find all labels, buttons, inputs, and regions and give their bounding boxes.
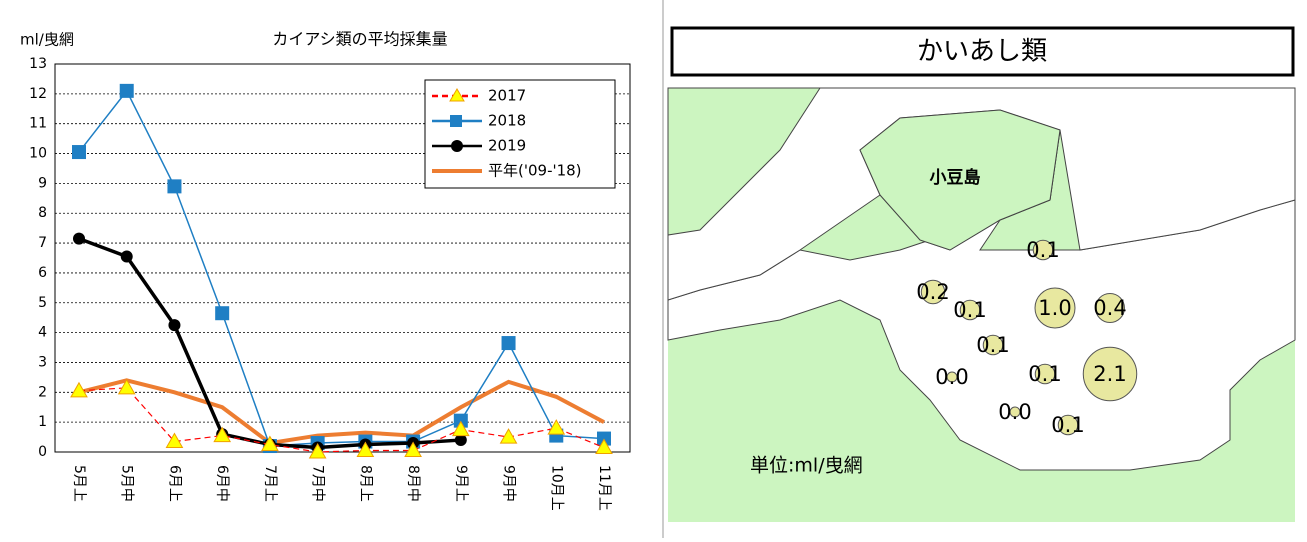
x-tick-label: 10月上 — [548, 465, 564, 511]
y-tick-label: 0 — [38, 444, 47, 460]
bubble — [1095, 293, 1125, 323]
bubble — [946, 371, 958, 383]
y-tick-label: 9 — [38, 175, 47, 191]
x-tick-label: 11月上 — [596, 465, 612, 511]
marker — [451, 420, 470, 437]
legend-marker — [450, 115, 462, 127]
marker — [167, 179, 182, 194]
x-tick-label: 8月中 — [405, 465, 421, 502]
legend-label: 2017 — [488, 87, 526, 105]
y-tick-label: 2 — [38, 384, 47, 400]
y-tick-label: 10 — [29, 146, 47, 162]
bubble-label: 0.1 — [953, 298, 986, 322]
marker — [308, 442, 327, 459]
island-label: 小豆島 — [930, 167, 981, 188]
x-tick-label: 9月上 — [453, 465, 469, 502]
bubble — [1034, 363, 1056, 385]
legend-marker — [451, 140, 463, 152]
map-title: かいあし類 — [917, 37, 1047, 67]
x-tick-label: 5月上 — [71, 465, 87, 502]
legend-label: 2018 — [488, 112, 526, 130]
marker — [119, 83, 134, 98]
x-tick-label: 6月中 — [214, 465, 230, 502]
y-tick-label: 1 — [38, 414, 47, 430]
bubble-label: 2.1 — [1093, 362, 1126, 386]
x-tick-label: 7月上 — [262, 465, 278, 502]
bubble — [1009, 406, 1021, 418]
bubble — [1057, 414, 1079, 436]
marker — [356, 441, 375, 458]
marker — [73, 232, 85, 245]
bubble-label: 0.1 — [1028, 362, 1061, 386]
series-line — [78, 89, 605, 447]
bubble-label: 0.0 — [935, 365, 968, 389]
bubble-label: 0.1 — [1026, 238, 1059, 262]
chart-title: カイアシ類の平均採集量 — [272, 30, 447, 49]
marker — [404, 441, 422, 458]
marker — [454, 434, 467, 447]
marker — [72, 145, 86, 160]
marker — [501, 336, 516, 351]
x-tick-label: 5月中 — [119, 465, 135, 502]
marker — [70, 381, 88, 398]
bubble — [982, 334, 1004, 356]
bubble — [1034, 287, 1076, 329]
marker — [213, 426, 232, 443]
y-tick-label: 7 — [38, 235, 47, 251]
legend-label: 2019 — [488, 137, 526, 155]
x-tick-label: 7月中 — [310, 465, 326, 502]
y-tick-label: 5 — [38, 295, 47, 311]
bubble — [1032, 239, 1054, 261]
map-island-top — [859, 109, 1061, 251]
y-tick-label: 8 — [38, 205, 47, 221]
marker — [595, 438, 613, 455]
marker — [120, 250, 133, 263]
marker — [547, 419, 566, 435]
bubble-label: 1.0 — [1038, 296, 1071, 320]
bubble-label: 0.1 — [1051, 413, 1084, 437]
legend-marker — [449, 88, 465, 102]
map-title-box — [670, 26, 1295, 77]
y-unit-label: ml/曳網 — [20, 31, 74, 49]
y-tick-label: 6 — [38, 265, 47, 281]
legend-label: 平年('09-'18) — [488, 162, 582, 180]
x-tick-label: 9月中 — [501, 465, 517, 502]
unit-label: 単位:ml/曳網 — [750, 455, 863, 477]
bubble-label: 0.4 — [1093, 296, 1126, 320]
bubble — [1082, 346, 1138, 402]
y-tick-label: 4 — [38, 325, 47, 341]
plot-frame — [54, 63, 631, 453]
y-tick-label: 13 — [29, 56, 47, 72]
marker — [165, 432, 184, 449]
bubble-label: 0.2 — [916, 280, 949, 304]
x-tick-label: 8月上 — [357, 465, 373, 502]
marker — [215, 306, 230, 321]
y-tick-label: 3 — [38, 354, 47, 370]
bubble — [920, 279, 946, 305]
bubble-label: 0.1 — [976, 333, 1009, 357]
map-land-nw — [667, 87, 821, 236]
bubble-label: 0.0 — [998, 400, 1031, 424]
y-tick-label: 12 — [29, 86, 47, 102]
series-line — [78, 378, 605, 446]
marker — [117, 378, 136, 395]
y-tick-label: 11 — [29, 116, 47, 132]
marker — [261, 435, 279, 452]
x-tick-label: 6月上 — [166, 465, 182, 502]
marker — [499, 428, 518, 444]
bubble — [959, 299, 981, 321]
marker — [168, 319, 181, 332]
